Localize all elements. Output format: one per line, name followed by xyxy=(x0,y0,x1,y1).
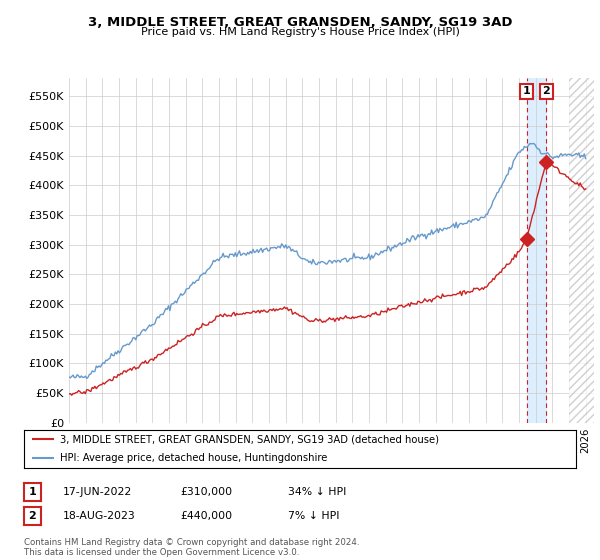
Text: 34% ↓ HPI: 34% ↓ HPI xyxy=(288,487,346,497)
Text: 18-AUG-2023: 18-AUG-2023 xyxy=(63,511,136,521)
Text: £310,000: £310,000 xyxy=(180,487,232,497)
Text: Price paid vs. HM Land Registry's House Price Index (HPI): Price paid vs. HM Land Registry's House … xyxy=(140,27,460,37)
Text: 3, MIDDLE STREET, GREAT GRANSDEN, SANDY, SG19 3AD: 3, MIDDLE STREET, GREAT GRANSDEN, SANDY,… xyxy=(88,16,512,29)
Text: 2: 2 xyxy=(29,511,36,521)
Text: 7% ↓ HPI: 7% ↓ HPI xyxy=(288,511,340,521)
Text: £440,000: £440,000 xyxy=(180,511,232,521)
Text: HPI: Average price, detached house, Huntingdonshire: HPI: Average price, detached house, Hunt… xyxy=(60,453,327,463)
Text: 17-JUN-2022: 17-JUN-2022 xyxy=(63,487,132,497)
Text: 2: 2 xyxy=(542,86,550,96)
Text: 1: 1 xyxy=(523,86,530,96)
Text: 1: 1 xyxy=(29,487,36,497)
Text: Contains HM Land Registry data © Crown copyright and database right 2024.
This d: Contains HM Land Registry data © Crown c… xyxy=(24,538,359,557)
Text: 3, MIDDLE STREET, GREAT GRANSDEN, SANDY, SG19 3AD (detached house): 3, MIDDLE STREET, GREAT GRANSDEN, SANDY,… xyxy=(60,434,439,444)
Bar xyxy=(527,78,546,423)
